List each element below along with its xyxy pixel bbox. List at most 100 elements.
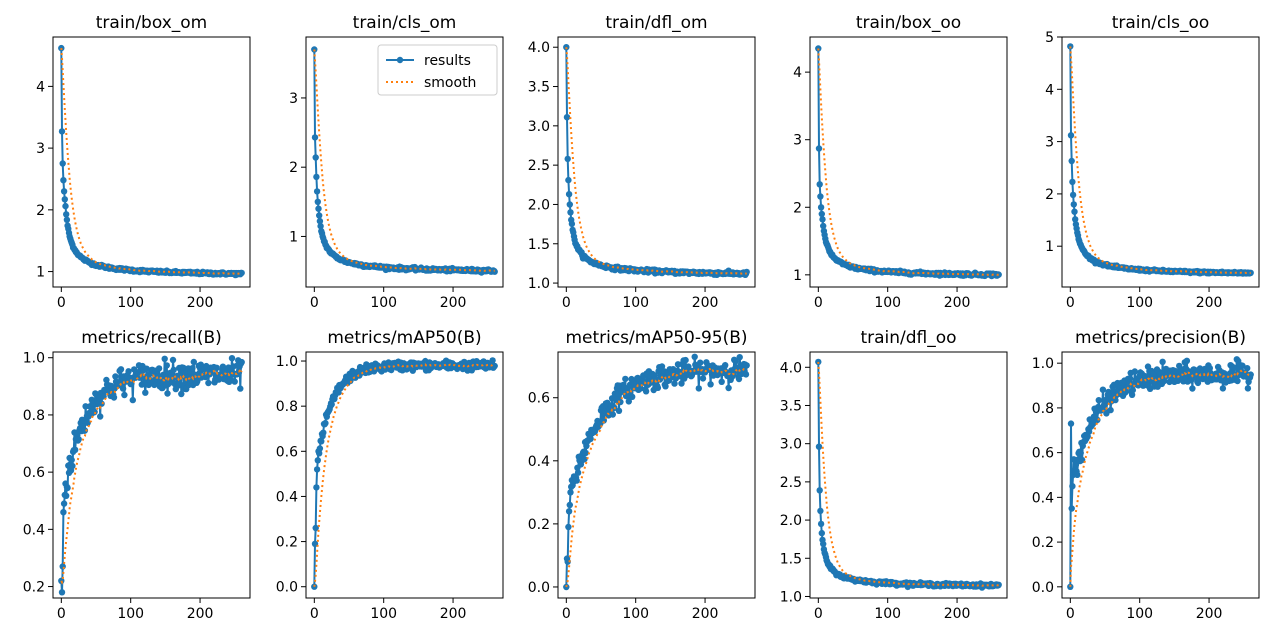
subplot-5: metrics/recall(B) 0 100 200 0.2 0.4 0.6 0.8 1.0 <box>23 328 251 622</box>
results-point <box>563 114 571 121</box>
results-point <box>1069 483 1076 490</box>
results-point <box>637 385 644 392</box>
results-point <box>725 384 732 392</box>
results-point <box>238 358 245 366</box>
subplot-4: train/cls_oo 0 100 200 1 2 3 4 5 <box>1045 13 1260 311</box>
subplot-title: metrics/precision(B) <box>1075 328 1246 348</box>
results-point <box>1239 362 1246 369</box>
results-point <box>1074 471 1081 478</box>
legend-results-marker <box>396 56 404 64</box>
y-tick-label: 1.0 <box>528 276 550 292</box>
results-point <box>629 393 636 400</box>
subplot-title: train/dfl_om <box>605 13 707 33</box>
plot-frame <box>809 351 1008 599</box>
results-point <box>625 398 632 405</box>
y-tick-label: 1 <box>289 229 298 245</box>
y-tick-label: 4 <box>1045 82 1054 98</box>
results-point <box>189 365 196 372</box>
results-point <box>615 407 623 414</box>
y-tick-label: 2.0 <box>780 513 802 529</box>
x-tick-label: 0 <box>57 295 66 311</box>
x-tick-label: 200 <box>944 606 971 622</box>
results-point <box>311 134 319 141</box>
results-point <box>642 388 650 395</box>
results-point <box>573 477 580 484</box>
results-point <box>1069 178 1076 186</box>
results-point <box>1070 201 1078 208</box>
results-point <box>587 435 594 442</box>
y-tick-label: 0.6 <box>528 391 550 407</box>
results-point <box>1159 358 1166 365</box>
x-tick-label: 100 <box>874 606 901 622</box>
y-tick-label: 0.2 <box>1032 535 1054 551</box>
results-point <box>117 366 125 373</box>
smooth-line <box>313 49 495 273</box>
results-point <box>1099 386 1107 393</box>
y-tick-label: 0.4 <box>1032 490 1054 506</box>
x-tick-label: 200 <box>1196 295 1223 311</box>
results-point <box>1219 385 1227 392</box>
y-tick-label: 0.4 <box>276 489 298 505</box>
y-tick-label: 0.0 <box>1032 580 1054 596</box>
results-point <box>817 520 825 528</box>
results-point <box>316 445 324 452</box>
results-point <box>491 362 498 370</box>
results-point <box>316 450 323 457</box>
results-point <box>564 155 571 163</box>
y-tick-label: 1.5 <box>528 237 550 253</box>
smooth-line <box>60 48 242 275</box>
results-point <box>63 216 71 223</box>
results-point <box>155 365 163 372</box>
y-tick-label: 0.6 <box>1032 446 1054 462</box>
y-tick-label: 0.2 <box>528 517 550 533</box>
x-tick-label: 0 <box>562 606 571 622</box>
subplot-title: metrics/recall(B) <box>81 328 222 348</box>
y-tick-label: 1 <box>1045 239 1054 255</box>
results-point <box>567 209 574 216</box>
results-point <box>60 188 68 195</box>
results-point <box>815 443 823 450</box>
results-point <box>1067 132 1075 139</box>
subplot-9: metrics/precision(B) 0 100 200 0.0 0.2 0.4 0.6 0… <box>1032 328 1260 622</box>
results-point <box>59 160 66 167</box>
plot-frame <box>52 36 251 288</box>
results-point <box>328 401 335 408</box>
plot-frame <box>809 36 1008 288</box>
y-tick-label: 3.5 <box>528 80 550 96</box>
x-tick-label: 200 <box>692 606 719 622</box>
y-tick-label: 3.0 <box>780 437 802 453</box>
x-tick-label: 100 <box>622 295 649 311</box>
results-point <box>58 128 66 135</box>
plot-frame <box>557 351 756 599</box>
results-point <box>1244 365 1251 372</box>
results-point <box>1077 449 1084 457</box>
y-tick-label: 0.6 <box>23 465 45 481</box>
y-tick-label: 0.0 <box>528 580 550 596</box>
x-tick-label: 100 <box>370 606 397 622</box>
results-point <box>609 411 616 418</box>
x-tick-label: 100 <box>874 295 901 311</box>
y-tick-label: 2.5 <box>780 475 802 491</box>
plot-frame <box>557 36 756 288</box>
results-point <box>170 366 177 374</box>
y-tick-label: 5 <box>1045 30 1054 46</box>
x-tick-label: 0 <box>562 295 571 311</box>
y-tick-label: 3 <box>793 133 802 149</box>
results-point <box>662 383 669 390</box>
y-tick-label: 4 <box>793 65 802 81</box>
x-tick-label: 100 <box>370 295 397 311</box>
y-tick-label: 2 <box>793 200 802 216</box>
subplot-title: train/box_om <box>96 13 208 33</box>
results-markers <box>563 353 750 591</box>
results-point <box>60 509 67 516</box>
subplot-3: train/box_oo 0 100 200 1 2 3 4 <box>793 13 1008 311</box>
results-point <box>654 384 662 391</box>
results-point <box>697 359 704 366</box>
results-point <box>815 145 823 152</box>
y-tick-label: 1.0 <box>276 354 298 370</box>
results-markers <box>58 355 245 596</box>
x-tick-label: 100 <box>117 295 144 311</box>
results-point <box>682 356 689 364</box>
results-point <box>313 484 320 491</box>
results-point <box>581 456 588 463</box>
